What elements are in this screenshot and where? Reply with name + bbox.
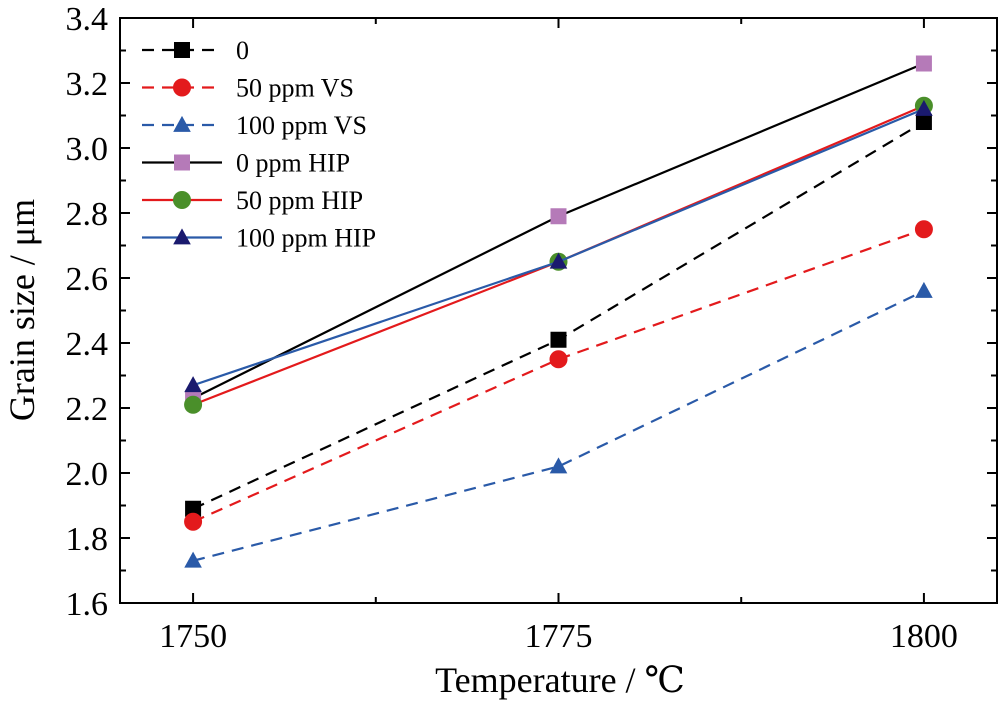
data-point (549, 350, 568, 369)
y-tick-label: 2.4 (66, 326, 109, 363)
data-point (185, 500, 202, 517)
legend-entry: 0 (142, 36, 249, 65)
legend-marker (173, 115, 191, 132)
y-axis-title: Grain size / μm (2, 199, 42, 421)
y-tick-label: 1.6 (66, 586, 109, 623)
plot-frame (119, 17, 998, 604)
legend-marker (173, 191, 191, 209)
legend-label: 100 ppm VS (236, 111, 367, 140)
legend-marker (174, 42, 190, 58)
legend: 0 50 ppm VS 100 ppm VS 0 ppm HIP 50 ppm HIP 1… (142, 36, 376, 253)
series-0 (185, 114, 932, 517)
y-tick-label: 3.0 (66, 131, 109, 168)
y-tick-label: 3.2 (66, 66, 109, 103)
y-tick-label: 2.2 (66, 391, 109, 428)
legend-label: 0 (236, 36, 249, 65)
data-point (915, 114, 932, 130)
data-point (915, 281, 933, 298)
x-tick-label: 1800 (890, 618, 958, 655)
legend-entry: 100 ppm VS (142, 111, 367, 140)
data-point (549, 252, 568, 269)
legend-entry: 50 ppm VS (142, 74, 354, 103)
legend-marker (174, 154, 190, 171)
series-line (192, 228, 925, 523)
y-tick-label: 2.6 (66, 261, 109, 298)
series-line (192, 290, 925, 562)
series-100-ppm-vs (184, 281, 933, 568)
data-point (184, 551, 202, 568)
legend-entry: 50 ppm HIP (142, 186, 363, 215)
series-line (192, 121, 925, 510)
series-50-ppm-vs (184, 220, 933, 531)
data-point (914, 220, 933, 239)
x-tick-label: 1750 (159, 618, 227, 655)
y-tick-label: 1.8 (66, 521, 109, 558)
legend-entry: 0 ppm HIP (142, 149, 350, 178)
legend-marker (173, 228, 191, 245)
data-point (184, 376, 202, 393)
data-point (184, 395, 203, 414)
series-layer (184, 55, 933, 568)
y-tick-label: 2.0 (66, 456, 109, 493)
data-point (549, 457, 568, 474)
legend-entry: 100 ppm HIP (142, 224, 376, 253)
data-point (550, 208, 567, 225)
data-point (550, 331, 567, 348)
axes: 1.6 1.8 2.0 2.2 2.4 2.6 2.8 3.0 3.2 3.4 1750 1775 18… (66, 1, 997, 655)
data-point (915, 55, 932, 72)
data-point (184, 512, 203, 531)
legend-label: 50 ppm VS (236, 74, 354, 103)
data-point (915, 99, 933, 116)
y-tick-label: 2.8 (66, 196, 109, 233)
legend-label: 100 ppm HIP (236, 224, 376, 253)
legend-label: 50 ppm HIP (236, 186, 363, 215)
x-tick-label: 1775 (525, 618, 593, 655)
series-100-ppm-hip (184, 99, 933, 393)
legend-label: 0 ppm HIP (236, 149, 350, 178)
legend-marker (173, 78, 191, 97)
y-tick-label: 3.4 (66, 1, 109, 38)
x-axis-title: Temperature / ℃ (435, 660, 685, 700)
